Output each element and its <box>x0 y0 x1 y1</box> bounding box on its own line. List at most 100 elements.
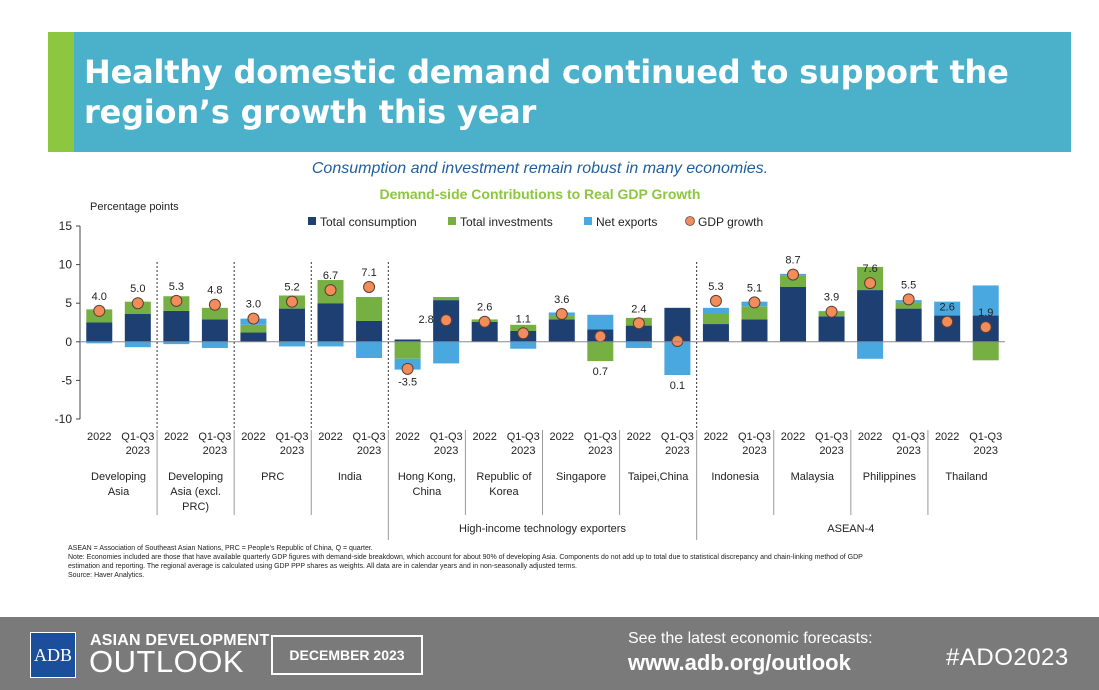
group-label: Indonesia <box>711 471 760 483</box>
gdp-data-label: 5.2 <box>284 282 299 294</box>
gdp-data-label: 2.4 <box>631 303 646 315</box>
title-banner <box>48 32 1071 152</box>
gdp-data-label: 3.6 <box>554 294 569 306</box>
group-label: Thailand <box>945 471 987 483</box>
legend-swatch-consumption <box>308 217 316 225</box>
x-tick-label: 2022 <box>704 431 728 443</box>
gdp-marker <box>478 315 491 328</box>
group-label: India <box>338 471 363 483</box>
x-tick-label: 2023 <box>665 445 689 457</box>
gdp-marker <box>247 312 260 325</box>
bar-segment-netexports <box>857 341 884 359</box>
group-label: Korea <box>489 486 519 498</box>
gdp-marker <box>787 268 800 281</box>
note-abbreviations: ASEAN = Association of Southeast Asian N… <box>68 545 373 552</box>
gdp-marker <box>363 280 376 293</box>
bar-chart: Percentage points 15 10 5 0 -5 -10 Total consum… <box>55 201 1005 540</box>
gdp-data-label: 4.8 <box>207 285 222 297</box>
gdp-data-label: 6.7 <box>323 270 338 282</box>
x-tick-label: 2023 <box>819 445 843 457</box>
gdp-data-label: 7.1 <box>361 267 376 279</box>
group-label: PRC) <box>182 501 209 513</box>
bar-segment-investment <box>433 297 460 301</box>
bar-segment-investment <box>741 306 768 320</box>
x-tick-label: 2022 <box>550 431 574 443</box>
bar-segment-netexports <box>163 341 190 345</box>
x-tick-label: Q1-Q3 <box>738 431 771 443</box>
x-tick-label: 2022 <box>87 431 111 443</box>
y-tick-label: 0 <box>65 335 72 349</box>
gdp-marker <box>324 284 337 297</box>
x-tick-label: Q1-Q3 <box>892 431 925 443</box>
x-tick-label: 2023 <box>896 445 920 457</box>
outlook-link[interactable]: www.adb.org/outlook <box>628 650 851 675</box>
bar-segment-investment <box>702 314 729 325</box>
bar-segment-netexports <box>433 341 460 364</box>
bar-segment-investment <box>356 297 383 321</box>
footer-bar <box>0 617 1099 690</box>
bar-segment-consumption <box>240 332 267 342</box>
gdp-data-label: 3.0 <box>246 299 261 311</box>
x-tick-label: 2023 <box>357 445 381 457</box>
bar-segment-consumption <box>780 286 807 342</box>
bar-segment-consumption <box>548 319 575 342</box>
forecast-prompt: See the latest economic forecasts: <box>628 630 873 647</box>
gdp-marker <box>671 335 684 348</box>
bar-segment-netexports <box>664 341 691 375</box>
bar-segment-netexports <box>201 341 228 348</box>
title-banner-accent <box>48 32 74 152</box>
gdp-marker <box>825 305 838 318</box>
gdp-data-label: 7.6 <box>862 263 877 275</box>
note-methodology: Note: Economies included are those that … <box>68 554 863 570</box>
gdp-data-label: 0.1 <box>670 380 685 392</box>
bar-segment-consumption <box>394 339 421 342</box>
x-tick-label: 2023 <box>973 445 997 457</box>
x-tick-label: 2023 <box>126 445 150 457</box>
bar-segment-consumption <box>278 308 305 342</box>
bar-segment-investment <box>587 341 614 362</box>
bar-segment-investment <box>895 302 922 309</box>
adb-logo[interactable]: ADB <box>30 632 76 678</box>
gdp-data-label: 4.0 <box>92 291 107 303</box>
x-tick-label: 2022 <box>241 431 265 443</box>
brand-line-1: ASIAN DEVELOPMENT <box>90 632 270 649</box>
bar-segment-netexports <box>278 341 305 347</box>
bar-segment-consumption <box>625 325 652 342</box>
group-label: China <box>413 486 443 498</box>
gdp-marker <box>748 296 761 309</box>
bar-segment-consumption <box>857 290 884 342</box>
bar-segment-consumption <box>317 303 344 342</box>
x-tick-label: 2023 <box>588 445 612 457</box>
gdp-data-label: 1.9 <box>978 307 993 319</box>
gdp-marker <box>131 297 144 310</box>
x-tick-label: Q1-Q3 <box>507 431 540 443</box>
group-label: Asia (excl. <box>170 486 221 498</box>
x-tick-label: Q1-Q3 <box>353 431 386 443</box>
bar-segment-investment <box>394 341 421 359</box>
group-label: Developing <box>168 471 223 483</box>
brand-line-2: OUTLOOK <box>89 644 245 679</box>
y-tick-label: 10 <box>59 258 73 272</box>
x-tick-label: 2023 <box>511 445 535 457</box>
y-tick-label: 15 <box>59 219 73 233</box>
gdp-data-label: 0.7 <box>593 366 608 378</box>
gdp-marker <box>709 294 722 307</box>
x-tick-label: 2022 <box>935 431 959 443</box>
y-tick-label: 5 <box>65 296 72 310</box>
group-label: Singapore <box>556 471 606 483</box>
x-tick-label: 2022 <box>781 431 805 443</box>
gdp-marker <box>864 277 877 290</box>
gdp-marker <box>93 304 106 317</box>
group-label: Taipei,China <box>628 471 689 483</box>
edition-date: DECEMBER 2023 <box>271 635 423 675</box>
x-tick-label: 2022 <box>164 431 188 443</box>
gdp-data-label: 2.6 <box>477 302 492 314</box>
hashtag: #ADO2023 <box>946 644 1069 671</box>
gdp-marker <box>979 321 992 334</box>
legend-swatch-investment <box>448 217 456 225</box>
gdp-data-label: 2.8 <box>418 314 433 326</box>
x-tick-label: Q1-Q3 <box>430 431 463 443</box>
gdp-marker <box>555 308 568 321</box>
chart-title: Demand-side Contributions to Real GDP Gr… <box>379 186 701 202</box>
legend-label-netexports: Net exports <box>596 215 657 229</box>
